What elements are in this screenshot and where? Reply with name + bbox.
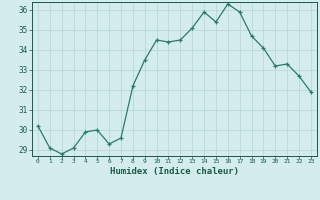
X-axis label: Humidex (Indice chaleur): Humidex (Indice chaleur) xyxy=(110,167,239,176)
